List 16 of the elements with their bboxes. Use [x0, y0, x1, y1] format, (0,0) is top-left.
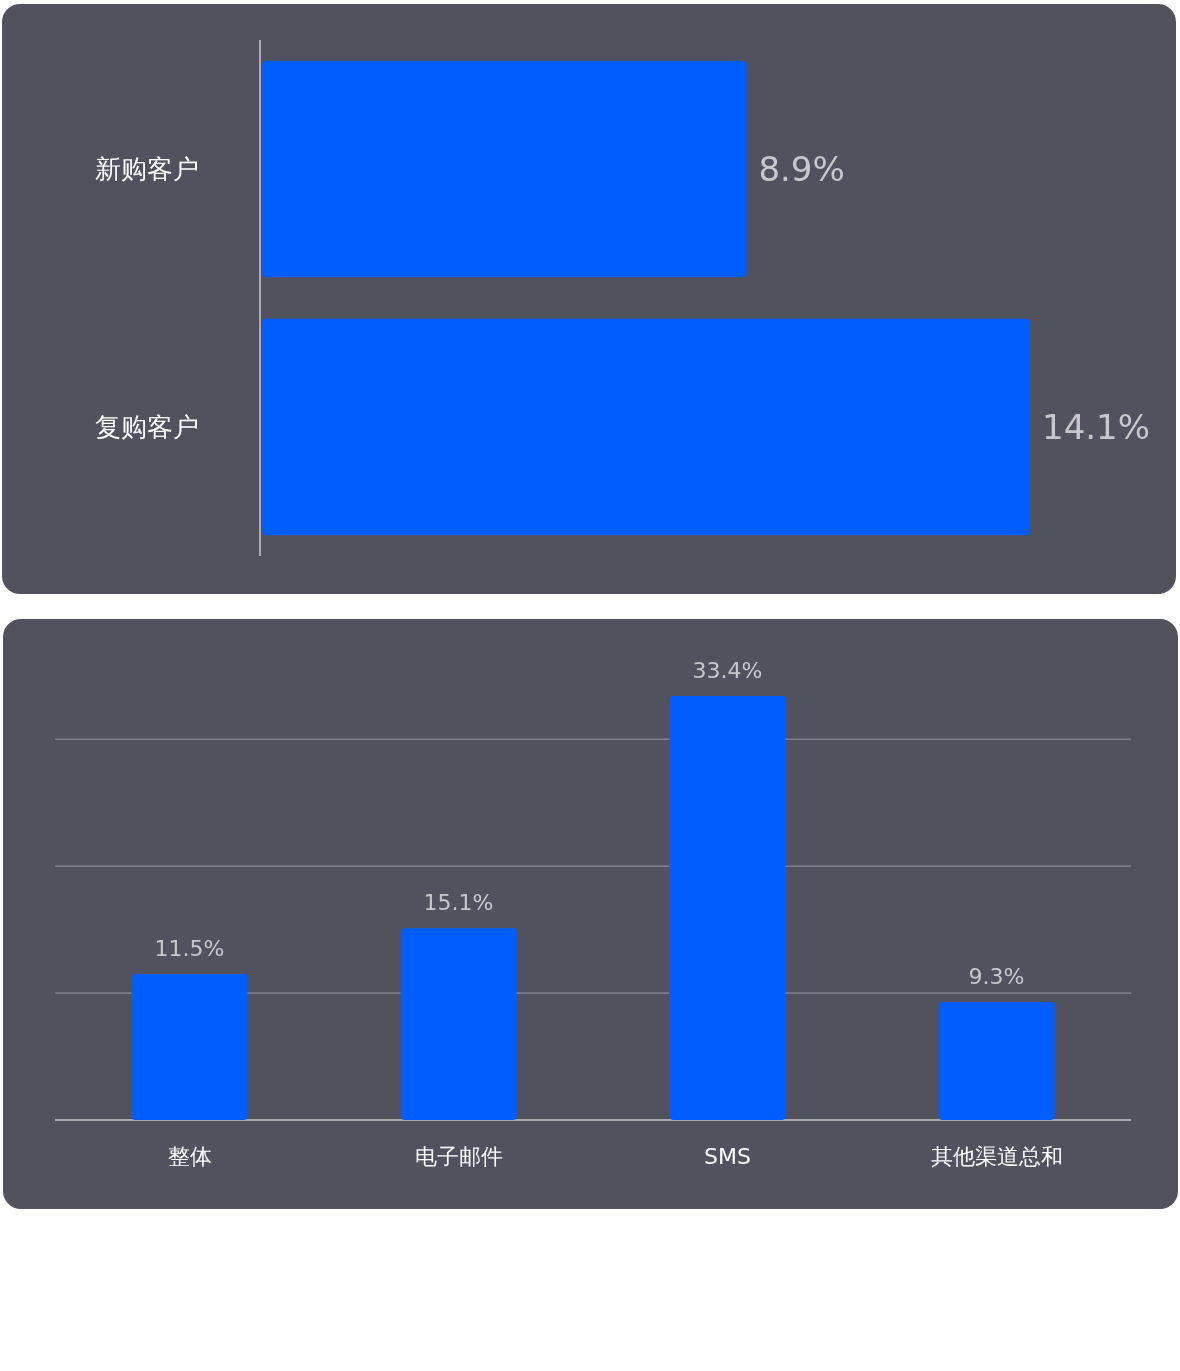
bar [938, 1001, 1055, 1120]
bar [131, 974, 248, 1120]
bar [400, 928, 517, 1120]
data-label: 15.1% [423, 890, 494, 916]
y-tick-label: 复购客户 [95, 412, 199, 442]
x-tick-label: SMS [704, 1144, 751, 1169]
data-label: 11.5% [154, 936, 225, 962]
data-label: 33.4% [692, 658, 763, 683]
x-tick-label: 电子邮件 [414, 1144, 503, 1169]
bar [669, 696, 786, 1120]
data-label: 8.9% [758, 149, 845, 189]
data-label: 14.1% [1042, 407, 1151, 447]
y-tick-label: 新购客户 [95, 154, 199, 184]
x-tick-label: 其他渠道总和 [930, 1144, 1063, 1169]
x-tick-label: 整体 [167, 1144, 212, 1169]
data-label: 9.3% [968, 963, 1025, 989]
